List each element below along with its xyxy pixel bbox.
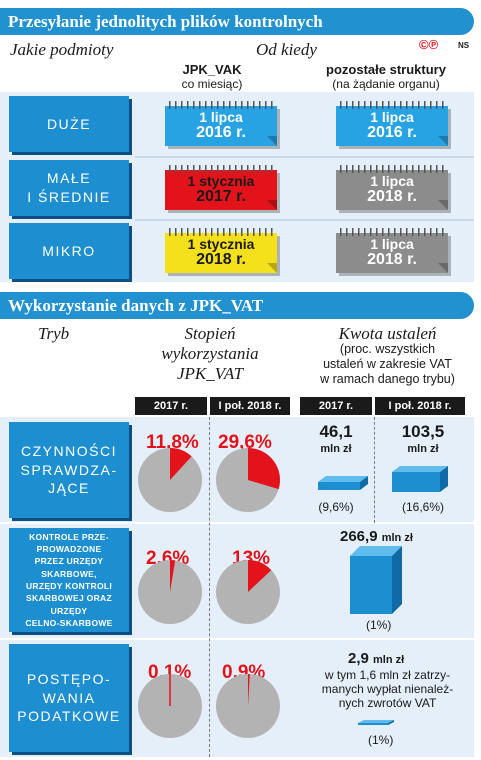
- pct-label-r0-2018: 29,6%: [218, 432, 272, 453]
- calendar-vak-mikro: 1 stycznia 2018 r.: [165, 227, 285, 275]
- pie-slice: [248, 448, 280, 490]
- block-side: [440, 466, 448, 492]
- row-divider: [0, 638, 474, 640]
- column-divider: [209, 417, 210, 757]
- kwota-r1-block: [350, 546, 402, 614]
- jpk-vak-subheader: co miesiąc): [181, 77, 243, 91]
- kwota-r0-2017-unit: mln zł: [320, 443, 352, 455]
- calendar-date: 1 stycznia: [187, 173, 255, 189]
- calendar-other-mikro: 1 lipca 2018 r.: [336, 227, 456, 275]
- kwota-number: 2,9: [348, 650, 369, 667]
- kwota-r0-2018-share: (16,6%): [401, 500, 445, 514]
- column-divider: [374, 417, 375, 523]
- mode-label: CZYNNOŚCI SPRAWDZA- JĄCE: [20, 442, 118, 497]
- kwota-r2-share: (1%): [368, 733, 394, 747]
- author-initials: NS: [458, 41, 470, 50]
- category-label: MAŁE I ŚREDNIE: [27, 170, 111, 205]
- block-side: [392, 546, 402, 614]
- category-label: MIKRO: [42, 242, 96, 259]
- mode-czynnosci-sprawdzajace: CZYNNOŚCI SPRAWDZA- JĄCE: [9, 422, 129, 518]
- jpk-vak-header: JPK_VAK: [182, 62, 242, 77]
- header-2018-kwota: I poł. 2018 r.: [375, 397, 465, 415]
- col-who-header: Jakie podmioty: [10, 40, 114, 59]
- pie-slice: [170, 560, 176, 592]
- section1-title: Przesyłanie jednolitych plików kontrolny…: [0, 8, 474, 35]
- block-front: [350, 556, 392, 614]
- kwota-r0-2018-unit: mln zł: [407, 443, 439, 455]
- kwota-r0-2017-share: (9,6%): [318, 500, 354, 514]
- block-top: [358, 720, 394, 723]
- pie-slice: [248, 560, 272, 592]
- mode-label: POSTĘPO- WANIA PODATKOWE: [17, 670, 121, 725]
- other-structures-header: pozostałe struktury: [326, 62, 446, 77]
- pie-slice: [170, 448, 192, 480]
- calendar-year: 2016 r.: [196, 123, 246, 141]
- other-structures-subheader: (na żądanie organu): [332, 77, 440, 91]
- calendar-date: 1 stycznia: [187, 236, 255, 252]
- row-divider: [0, 522, 474, 524]
- calendar-other-duze: 1 lipca 2016 r.: [336, 100, 456, 148]
- kwota-number: 266,9: [340, 528, 378, 545]
- mode-label: KONTROLE PRZE- PROWADZONE PRZEZ URZĘDY S…: [25, 531, 113, 628]
- calendar-year: 2017 r.: [196, 187, 246, 205]
- category-duze: DUŻE: [9, 96, 129, 152]
- kwota-r2-block: [358, 720, 394, 725]
- calendar-vak-duze: 1 lipca 2016 r.: [165, 100, 285, 148]
- section2-title: Wykorzystanie danych z JPK_VAT: [0, 292, 474, 319]
- col-kwota-subheader: (proc. wszystkich ustaleń w zakresie VAT…: [320, 342, 455, 386]
- block-side: [388, 720, 394, 725]
- col-since-header: Od kiedy: [256, 40, 317, 59]
- calendar-year: 2018 r.: [367, 187, 417, 205]
- calendar-date: 1 lipca: [370, 236, 414, 252]
- category-mikro: MIKRO: [9, 223, 129, 279]
- calendar-year: 2018 r.: [367, 250, 417, 268]
- header-2017-kwota: 2017 r.: [300, 397, 372, 415]
- header-2018-stopien: I poł. 2018 r.: [210, 397, 290, 415]
- calendar-vak-male: 1 stycznia 2017 r.: [165, 164, 285, 212]
- kwota-unit: mln zł: [381, 532, 413, 544]
- kwota-r1-share: (1%): [366, 618, 392, 632]
- calendar-year: 2016 r.: [367, 123, 417, 141]
- col-stopien-header: Stopień wykorzystania JPK_VAT: [161, 324, 259, 383]
- pie-slice: [248, 674, 250, 706]
- calendar-date: 1 lipca: [370, 109, 414, 125]
- block-side: [360, 476, 368, 490]
- kwota-r0-blocks: [318, 466, 448, 492]
- calendar-other-male: 1 lipca 2018 r.: [336, 164, 456, 212]
- kwota-unit: mln zł: [373, 654, 405, 666]
- category-label: DUŻE: [46, 115, 92, 132]
- kwota-r2-value: 2,9 mln zł: [348, 650, 404, 667]
- block-top: [392, 466, 448, 472]
- header-2017-stopien: 2017 r.: [135, 397, 207, 415]
- block-front: [392, 472, 440, 492]
- col-tryb-header: Tryb: [38, 324, 70, 343]
- pct-label-r0-2017: 11,8%: [146, 432, 199, 453]
- row-divider: [135, 219, 474, 221]
- block-front: [318, 482, 360, 490]
- calendar-date: 1 lipca: [199, 109, 243, 125]
- block-top: [350, 546, 402, 556]
- mode-postepowania-podatkowe: POSTĘPO- WANIA PODATKOWE: [9, 644, 129, 752]
- copyright-logo: ©℗: [419, 37, 439, 52]
- calendar-date: 1 lipca: [370, 173, 414, 189]
- kwota-r2-note: w tym 1,6 mln zł zatrzy- manych wypłat n…: [321, 668, 454, 710]
- category-male-srednie: MAŁE I ŚREDNIE: [9, 160, 129, 216]
- kwota-r1-value: 266,9 mln zł: [340, 528, 413, 545]
- row-divider: [135, 156, 474, 158]
- col-kwota-header: Kwota ustaleń: [338, 324, 437, 343]
- mode-kontrole: KONTROLE PRZE- PROWADZONE PRZEZ URZĘDY S…: [9, 528, 129, 632]
- calendar-year: 2018 r.: [196, 250, 246, 268]
- kwota-r0-2017-value: 46,1: [319, 422, 353, 441]
- block-top: [318, 476, 368, 482]
- kwota-r0-2018-value: 103,5: [401, 422, 445, 441]
- block-front: [358, 723, 388, 725]
